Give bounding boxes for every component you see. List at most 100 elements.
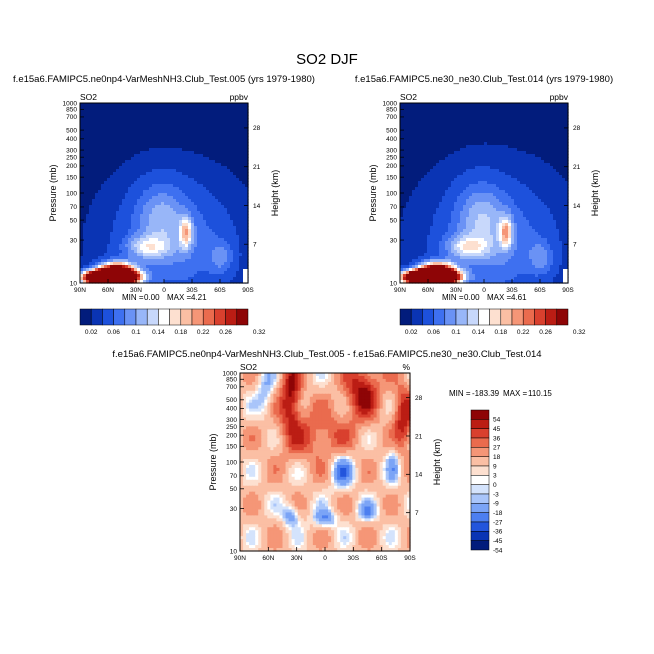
heatmap-cell bbox=[517, 166, 521, 170]
heatmap-cell bbox=[200, 226, 204, 230]
heatmap-cell bbox=[239, 112, 243, 116]
heatmap-cell bbox=[230, 223, 234, 227]
heatmap-cell bbox=[230, 103, 234, 107]
heatmap-cell bbox=[409, 187, 413, 191]
heatmap-cell bbox=[182, 205, 186, 209]
heatmap-cell bbox=[466, 169, 470, 173]
heatmap-cell bbox=[463, 169, 467, 173]
heatmap-cell bbox=[95, 220, 99, 224]
heatmap-cell bbox=[104, 223, 108, 227]
heatmap-cell bbox=[487, 160, 491, 164]
heatmap-cell bbox=[152, 211, 156, 215]
heatmap-cell bbox=[215, 205, 219, 209]
heatmap-cell bbox=[89, 214, 93, 218]
heatmap-cell bbox=[113, 121, 117, 125]
heatmap-cell bbox=[179, 193, 183, 197]
heatmap-cell bbox=[230, 187, 234, 191]
heatmap-cell bbox=[95, 241, 99, 245]
heatmap-cell bbox=[457, 175, 461, 179]
heatmap-cell bbox=[553, 181, 557, 185]
heatmap-cell bbox=[439, 112, 443, 116]
heatmap-cell bbox=[224, 250, 228, 254]
heatmap-cell bbox=[544, 106, 548, 110]
heatmap-cell bbox=[412, 178, 416, 182]
heatmap-cell bbox=[110, 115, 114, 119]
heatmap-cell bbox=[137, 106, 141, 110]
heatmap-cell bbox=[553, 112, 557, 116]
heatmap-cell bbox=[547, 184, 551, 188]
heatmap-cell bbox=[487, 121, 491, 125]
heatmap-cell bbox=[457, 163, 461, 167]
heatmap-cell bbox=[83, 109, 87, 113]
heatmap-cell bbox=[128, 127, 132, 131]
heatmap-cell bbox=[188, 166, 192, 170]
heatmap-cell bbox=[224, 136, 228, 140]
heatmap-cell bbox=[101, 190, 105, 194]
heatmap-cell bbox=[550, 178, 554, 182]
heatmap-cell bbox=[134, 256, 138, 260]
heatmap-cell bbox=[224, 235, 228, 239]
heatmap-cell bbox=[547, 175, 551, 179]
heatmap-cell bbox=[197, 280, 201, 284]
heatmap-cell bbox=[415, 154, 419, 158]
heatmap-cell bbox=[239, 274, 243, 278]
heatmap-cell bbox=[233, 148, 237, 152]
heatmap-cell bbox=[442, 133, 446, 137]
heatmap-cell bbox=[185, 181, 189, 185]
heatmap-cell bbox=[553, 145, 557, 149]
heatmap-cell bbox=[466, 136, 470, 140]
heatmap-cell bbox=[406, 151, 410, 155]
heatmap-cell bbox=[116, 127, 120, 131]
heatmap-cell bbox=[514, 148, 518, 152]
heatmap-cell bbox=[475, 178, 479, 182]
heatmap-cell bbox=[221, 103, 225, 107]
heatmap-cell bbox=[215, 178, 219, 182]
heatmap-cell bbox=[164, 265, 168, 269]
heatmap-cell bbox=[409, 121, 413, 125]
heatmap-cell bbox=[418, 124, 422, 128]
heatmap-cell bbox=[448, 151, 452, 155]
heatmap-cell bbox=[227, 187, 231, 191]
heatmap-cell bbox=[200, 127, 204, 131]
heatmap-cell bbox=[173, 160, 177, 164]
heatmap-cell bbox=[161, 148, 165, 152]
heatmap-cell bbox=[409, 151, 413, 155]
heatmap-cell bbox=[119, 103, 123, 107]
heatmap-cell bbox=[206, 142, 210, 146]
heatmap-cell bbox=[451, 139, 455, 143]
heatmap-cell bbox=[209, 271, 213, 275]
heatmap-cell bbox=[565, 160, 569, 164]
heatmap-cell bbox=[230, 244, 234, 248]
heatmap-cell bbox=[499, 127, 503, 131]
heatmap-cell bbox=[107, 223, 111, 227]
heatmap-cell bbox=[203, 124, 207, 128]
heatmap-cell bbox=[185, 202, 189, 206]
heatmap-cell bbox=[550, 142, 554, 146]
heatmap-cell bbox=[134, 169, 138, 173]
heatmap-cell bbox=[182, 196, 186, 200]
heatmap-cell bbox=[215, 268, 219, 272]
heatmap-cell bbox=[146, 163, 150, 167]
heatmap-cell bbox=[493, 163, 497, 167]
heatmap-cell bbox=[197, 277, 201, 281]
heatmap-cell bbox=[95, 202, 99, 206]
heatmap-cell bbox=[209, 154, 213, 158]
heatmap-cell bbox=[173, 184, 177, 188]
heatmap-cell bbox=[101, 154, 105, 158]
heatmap-cell bbox=[427, 115, 431, 119]
heatmap-cell bbox=[197, 121, 201, 125]
heatmap-cell bbox=[487, 112, 491, 116]
heatmap-cell bbox=[113, 259, 117, 263]
heatmap-cell bbox=[490, 115, 494, 119]
heatmap-cell bbox=[116, 151, 120, 155]
heatmap-cell bbox=[448, 124, 452, 128]
heatmap-cell bbox=[547, 124, 551, 128]
heatmap-cell bbox=[221, 277, 225, 281]
heatmap-cell bbox=[83, 133, 87, 137]
heatmap-cell bbox=[206, 244, 210, 248]
heatmap-cell bbox=[161, 280, 165, 284]
heatmap-cell bbox=[191, 217, 195, 221]
heatmap-cell bbox=[167, 268, 171, 272]
heatmap-cell bbox=[170, 163, 174, 167]
